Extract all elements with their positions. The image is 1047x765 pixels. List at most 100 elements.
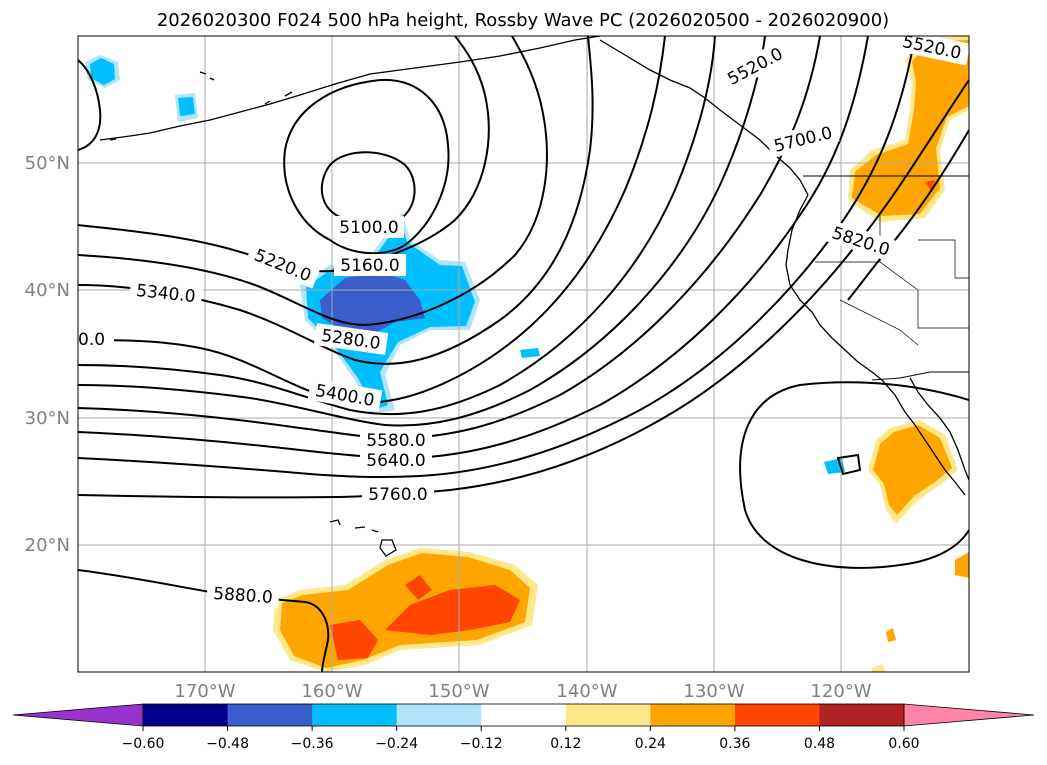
contour-label-5760: 5760.0 xyxy=(368,485,427,505)
lon-label-170w: 170°W xyxy=(174,681,235,702)
contour-5700 xyxy=(78,36,916,479)
longitude-labels: 170°W 160°W 150°W 140°W 130°W 120°W xyxy=(174,681,871,702)
lat-label-40: 40°N xyxy=(25,280,70,301)
contour-5460 xyxy=(78,36,716,416)
colorbar-tick-label: 0.12 xyxy=(550,736,581,752)
graticule xyxy=(78,36,969,672)
label-halo-5340 xyxy=(129,278,203,308)
negative-anomaly-fill xyxy=(85,55,845,474)
colorbar-segment xyxy=(734,704,820,726)
lat-label-30: 30°N xyxy=(25,408,70,429)
label-halo-5280 xyxy=(313,323,389,355)
latitude-labels: 50°N 40°N 30°N 20°N xyxy=(25,153,70,556)
colorbar-tick-label: −0.24 xyxy=(375,736,418,752)
colorbar-segment xyxy=(650,704,736,726)
map-layers: 5520.0 5520.0 5700.0 5820.0 5100.0 5160.… xyxy=(78,36,969,672)
map-frame xyxy=(77,35,970,673)
label-halo-5400 xyxy=(307,377,383,413)
coast-alaska-south xyxy=(99,36,601,141)
contour-label-5100: 5100.0 xyxy=(339,218,398,238)
label-halo-5700 xyxy=(766,119,840,159)
colorbar-tick-label: 0.24 xyxy=(635,736,666,752)
colorbar-segment xyxy=(819,704,905,726)
contour-label-5160: 5160.0 xyxy=(340,256,399,276)
anomaly-pos-small-dot1 xyxy=(886,628,896,642)
contour-5280 xyxy=(78,36,548,327)
contour-label-5880: 5880.0 xyxy=(213,584,274,608)
colorbar-extend-high xyxy=(903,703,1035,727)
state-line-4 xyxy=(839,299,919,346)
anomaly-pos-mid-ne xyxy=(852,40,969,216)
anomaly-pos-small-right xyxy=(955,552,969,578)
anomaly-neg-mid-island1 xyxy=(90,58,115,85)
anomaly-pos-strong-south xyxy=(385,585,520,635)
label-halo-5520-corner xyxy=(893,36,969,66)
colorbar-segment xyxy=(565,704,651,726)
colorbar-tick-label: −0.48 xyxy=(206,736,249,752)
contour-label-5640: 5640.0 xyxy=(366,451,425,471)
lon-label-150w: 150°W xyxy=(428,681,489,702)
colorbar-segment xyxy=(396,704,482,726)
label-halo-5160 xyxy=(334,254,406,276)
anomaly-pos-mid-mexico xyxy=(873,425,952,515)
figure-title: 2026020300 F024 500 hPa height, Rossby W… xyxy=(157,10,889,31)
label-halo-5580 xyxy=(360,430,432,450)
lat-label-50: 50°N xyxy=(25,153,70,174)
coast-baja-east xyxy=(909,377,969,481)
colorbar-segment xyxy=(312,704,398,726)
colorbar-tick-label: 0.60 xyxy=(888,736,919,752)
colorbar-segment xyxy=(143,704,229,726)
colorbar-extend-low xyxy=(12,703,144,727)
label-halo-partial xyxy=(78,328,114,350)
label-halo-5220 xyxy=(245,241,321,289)
anomaly-pos-small-dot2 xyxy=(872,664,886,672)
anomaly-neg-mid-island2 xyxy=(178,97,195,116)
anomaly-pos-strong-south3 xyxy=(405,575,432,600)
coast-us-west xyxy=(785,194,883,381)
colorbar-segment xyxy=(227,704,313,726)
colorbar-segment xyxy=(481,704,567,726)
colorbar-tick-label: −0.12 xyxy=(460,736,503,752)
colorbar-frame xyxy=(142,703,905,727)
lon-label-160w: 160°W xyxy=(301,681,362,702)
label-halo-5520-top xyxy=(720,40,790,92)
contour-labels: 5520.0 5520.0 5700.0 5820.0 5100.0 5160.… xyxy=(78,36,969,609)
label-halo-5880 xyxy=(206,581,280,609)
lat-label-20: 20°N xyxy=(25,535,70,556)
colorbar: −0.60 −0.48 −0.36 −0.24 −0.12 0.12 0.24 0.36 0.4… xyxy=(12,703,1035,752)
anomaly-pos-strong-south2 xyxy=(330,620,378,660)
state-line-2 xyxy=(879,261,969,329)
coastlines xyxy=(99,36,969,557)
contour-5340 xyxy=(78,36,594,365)
lon-label-140w: 140°W xyxy=(556,681,617,702)
contour-5400 xyxy=(78,36,666,404)
hawaii-islands xyxy=(329,519,397,557)
contour-5820-loop xyxy=(739,381,969,569)
us-mexico-border xyxy=(871,371,969,381)
state-line-3 xyxy=(918,239,969,279)
lon-label-130w: 130°W xyxy=(683,681,744,702)
contour-5640 xyxy=(78,36,869,460)
contour-5580 xyxy=(78,36,821,440)
anomaly-neg-small1 xyxy=(520,348,540,358)
contour-label-5580: 5580.0 xyxy=(366,431,425,451)
contour-5880 xyxy=(78,569,330,672)
label-halo-5100 xyxy=(334,216,404,238)
contour-5160 xyxy=(283,78,450,255)
contour-5520 xyxy=(78,36,766,427)
colorbar-tick-label: −0.60 xyxy=(122,736,165,752)
label-halo-5820 xyxy=(824,219,898,263)
lon-label-120w: 120°W xyxy=(810,681,871,702)
colorbar-tick-label: −0.36 xyxy=(291,736,334,752)
coast-baja-west xyxy=(881,379,966,496)
contour-5760 xyxy=(78,79,969,499)
label-halo-5760 xyxy=(362,484,434,504)
label-halo-5640 xyxy=(360,450,432,470)
contour-5820-east xyxy=(847,129,969,301)
colorbar-tick-label: 0.48 xyxy=(804,736,835,752)
coast-alaska-panhandle xyxy=(599,39,809,196)
contour-5220-nw xyxy=(78,59,102,151)
aleutian-dots xyxy=(109,71,293,141)
colorbar-tick-label: 0.36 xyxy=(719,736,750,752)
